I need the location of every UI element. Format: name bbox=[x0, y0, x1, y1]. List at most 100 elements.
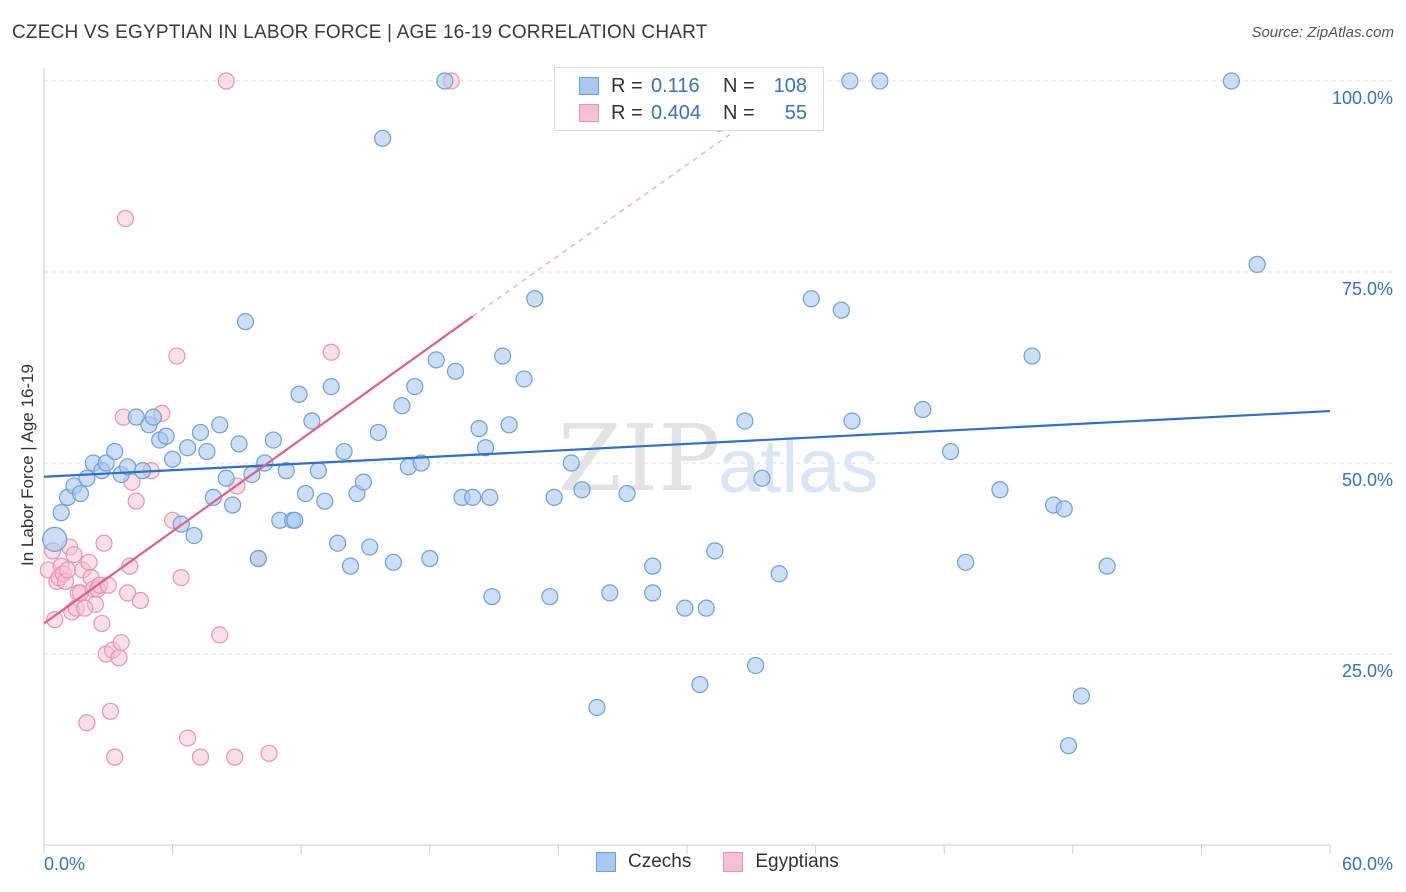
czech-point-55 bbox=[412, 454, 430, 472]
egyptian-point-8 bbox=[58, 561, 77, 579]
czech-point-103 bbox=[1098, 557, 1116, 575]
egyptian-point-29 bbox=[110, 649, 128, 667]
czech-point-57 bbox=[427, 351, 445, 369]
czech-point-49 bbox=[369, 423, 387, 442]
czech-point-58 bbox=[436, 72, 454, 90]
czech-point-74 bbox=[601, 584, 619, 602]
czech-point-101 bbox=[1059, 737, 1078, 755]
egyptian-point-42 bbox=[172, 568, 190, 587]
czechs-points bbox=[42, 72, 1266, 755]
egyptian-point-26 bbox=[101, 702, 120, 720]
czech-swatch bbox=[579, 77, 599, 95]
czech-point-85 bbox=[746, 656, 765, 675]
egyptian-point-30 bbox=[112, 633, 130, 652]
czech-point-90 bbox=[832, 301, 850, 319]
egyptian-point-24 bbox=[95, 534, 113, 552]
czech-point-44 bbox=[335, 442, 353, 461]
czech-point-48 bbox=[361, 538, 379, 556]
czech-point-15 bbox=[144, 408, 162, 426]
egyptian-point-36 bbox=[127, 492, 145, 510]
czech-point-76 bbox=[644, 557, 662, 575]
watermark-atlas: atlas bbox=[718, 424, 879, 509]
chart-title: CZECH VS EGYPTIAN IN LABOR FORCE | AGE 1… bbox=[12, 22, 708, 43]
czech-point-47 bbox=[354, 473, 372, 491]
egyptian-point-11 bbox=[65, 546, 83, 564]
czech-point-51 bbox=[384, 553, 402, 571]
czech-point-95 bbox=[942, 442, 960, 461]
czech-point-23 bbox=[198, 442, 216, 461]
egyptian-point-51 bbox=[322, 343, 340, 361]
egyptian-point-23 bbox=[93, 614, 111, 633]
czech-point-9 bbox=[106, 442, 124, 461]
egyptian-n-label: N = bbox=[723, 101, 755, 124]
czech-point-62 bbox=[470, 420, 488, 438]
czech-trendline bbox=[43, 409, 1331, 478]
tick-labels: 25.0% 50.0% 75.0% 100.0% 0.0% 60.0% bbox=[44, 88, 1393, 874]
czech-point-4 bbox=[71, 484, 90, 503]
y-tick-label-75: 75.0% bbox=[1342, 279, 1393, 299]
czech-point-29 bbox=[236, 313, 255, 331]
czech-point-25 bbox=[211, 416, 229, 434]
egyptian-point-2 bbox=[46, 611, 64, 629]
egyptian-trendline bbox=[43, 315, 474, 625]
legend-egyptians-label: Egyptians bbox=[755, 851, 839, 872]
czech-point-66 bbox=[500, 416, 518, 434]
y-tick-label-25: 25.0% bbox=[1342, 661, 1393, 681]
czech-point-27 bbox=[224, 496, 242, 514]
egyptian-point-28 bbox=[106, 748, 124, 766]
czech-point-67 bbox=[515, 370, 533, 388]
egyptian-point-43 bbox=[179, 729, 197, 747]
czech-n-label: N = bbox=[723, 74, 755, 97]
trendlines bbox=[43, 133, 1331, 625]
y-tick-label-50: 50.0% bbox=[1342, 470, 1393, 490]
czech-point-12 bbox=[127, 408, 145, 426]
y-axis-label: In Labor Force | Age 16-19 bbox=[18, 364, 37, 566]
egyptian-point-44 bbox=[191, 748, 210, 766]
egyptian-point-34 bbox=[121, 557, 139, 575]
czech-point-72 bbox=[573, 481, 591, 499]
czech-point-56 bbox=[421, 549, 439, 568]
czech-point-31 bbox=[249, 549, 267, 568]
czech-point-20 bbox=[179, 439, 197, 457]
czech-point-5 bbox=[78, 469, 96, 487]
czech-point-17 bbox=[157, 427, 175, 445]
czech-point-105 bbox=[1248, 255, 1266, 273]
czech-point-41 bbox=[316, 492, 334, 510]
czech-point-77 bbox=[644, 584, 662, 602]
czech-point-0 bbox=[42, 526, 68, 553]
czech-point-84 bbox=[736, 412, 754, 430]
egyptian-point-17 bbox=[80, 553, 98, 571]
egyptian-swatch bbox=[579, 104, 599, 122]
x-tick-label-min: 0.0% bbox=[44, 854, 85, 874]
czech-point-97 bbox=[991, 481, 1009, 499]
czech-point-96 bbox=[957, 553, 975, 571]
czech-point-18 bbox=[164, 450, 182, 468]
czech-point-86 bbox=[753, 469, 771, 487]
egyptian-point-32 bbox=[116, 209, 135, 228]
czech-point-38 bbox=[296, 484, 315, 503]
czech-point-65 bbox=[494, 347, 512, 365]
grid bbox=[44, 80, 1394, 655]
czech-point-80 bbox=[691, 675, 709, 694]
czech-point-28 bbox=[230, 435, 248, 453]
y-tick-label-100: 100.0% bbox=[1332, 88, 1393, 108]
czech-point-40 bbox=[309, 462, 327, 480]
czech-point-102 bbox=[1072, 687, 1090, 705]
czech-point-89 bbox=[802, 290, 820, 308]
czech-point-45 bbox=[341, 557, 360, 575]
egyptian-point-41 bbox=[168, 347, 186, 365]
legend-czechs-label: Czechs bbox=[628, 851, 692, 872]
egyptian-n-value: 55 bbox=[784, 101, 807, 124]
stats-row-egyptian: R = 0.404 N = 55 bbox=[579, 100, 807, 126]
egyptians-points bbox=[39, 72, 460, 766]
czech-point-106 bbox=[481, 488, 499, 506]
czech-point-8 bbox=[97, 454, 115, 472]
czech-point-104 bbox=[1222, 72, 1241, 90]
czech-point-91 bbox=[841, 72, 859, 90]
czech-r-label: R = bbox=[611, 74, 643, 97]
czech-point-98 bbox=[1023, 347, 1041, 365]
czech-point-26 bbox=[217, 469, 235, 487]
czech-r-value: 0.116 bbox=[651, 74, 700, 97]
